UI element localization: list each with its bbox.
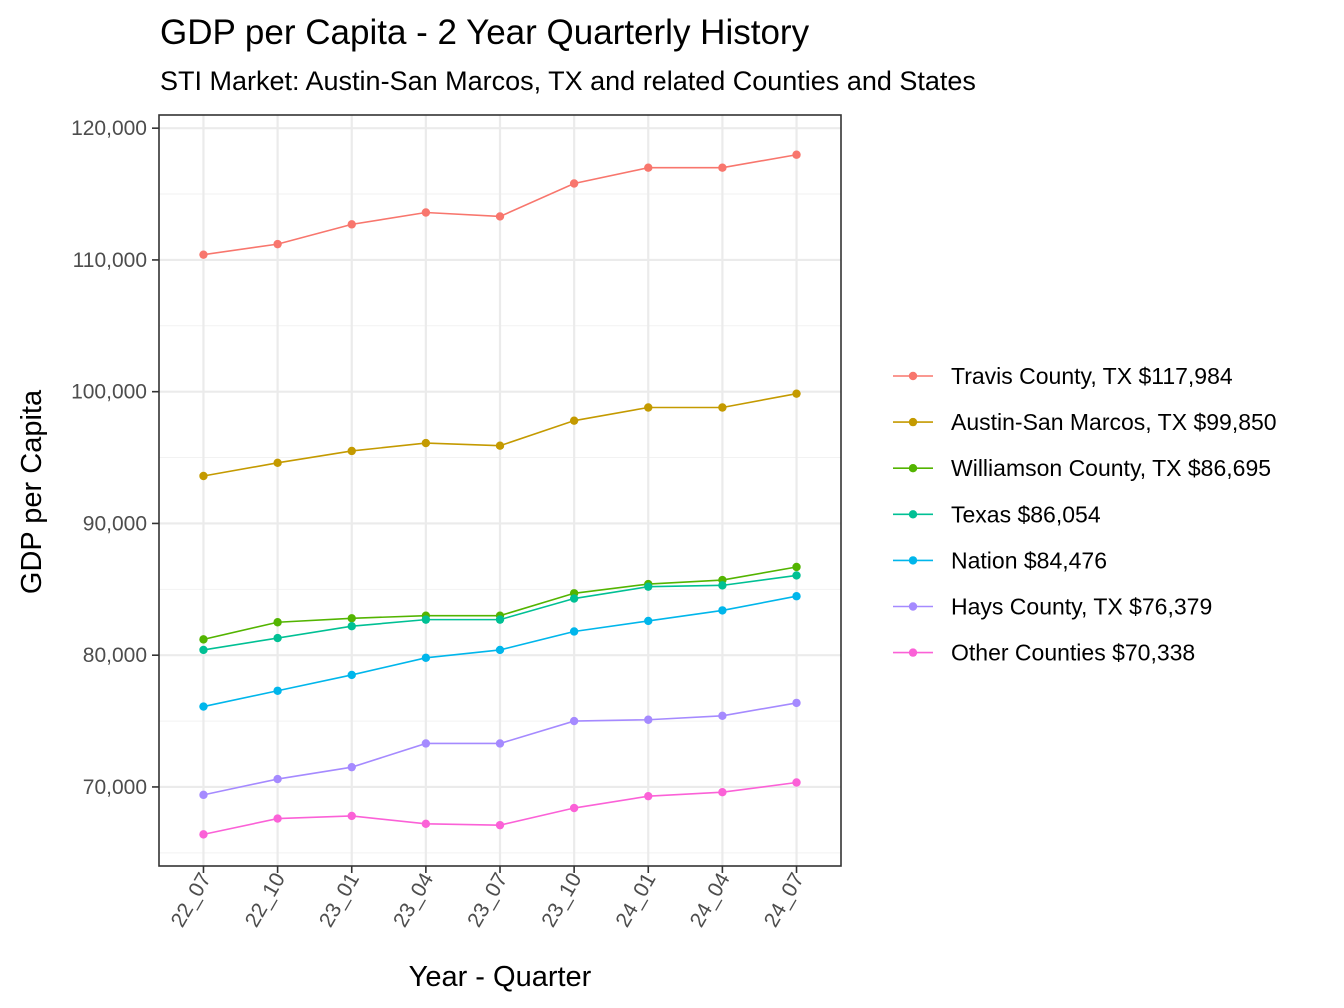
data-point xyxy=(495,739,505,748)
x-tick-label: 23_04 xyxy=(389,869,438,931)
legend-label: Nation $84,476 xyxy=(951,547,1107,573)
data-point xyxy=(347,670,356,680)
legend: Travis County, TX $117,984 Austin-San Mar… xyxy=(893,363,1277,666)
legend-key-point xyxy=(908,464,918,473)
y-tick-label: 90,000 xyxy=(83,512,147,535)
legend-label: Travis County, TX $117,984 xyxy=(951,363,1233,389)
data-point xyxy=(273,774,282,784)
data-point xyxy=(718,711,727,720)
data-point xyxy=(569,416,579,425)
legend-key-point xyxy=(908,371,918,381)
y-axis-title: GDP per Capita xyxy=(16,389,48,594)
data-point xyxy=(495,645,505,655)
legend-label: Austin-San Marcos, TX $99,850 xyxy=(951,409,1277,435)
data-point xyxy=(421,438,431,448)
legend-label: Williamson County, TX $86,695 xyxy=(951,455,1271,481)
x-tick-label: 22_07 xyxy=(167,869,216,931)
data-point xyxy=(792,778,801,787)
data-point xyxy=(718,403,727,412)
data-point xyxy=(792,592,801,601)
x-tick-label: 22_10 xyxy=(241,869,290,931)
data-point xyxy=(495,820,505,830)
data-point xyxy=(199,471,208,481)
data-point xyxy=(718,163,727,172)
data-point xyxy=(273,814,282,823)
x-tick-label: 23_07 xyxy=(463,869,512,931)
x-axis-title: Year - Quarter xyxy=(409,961,592,993)
y-tick-label: 70,000 xyxy=(83,776,147,799)
data-point xyxy=(199,702,208,711)
chart-title: GDP per Capita - 2 Year Quarterly Histor… xyxy=(160,13,810,52)
data-point xyxy=(495,441,505,450)
data-point xyxy=(199,830,208,839)
data-point xyxy=(199,645,208,655)
data-point xyxy=(347,446,356,456)
legend-key-point xyxy=(908,602,918,611)
data-point xyxy=(347,811,356,821)
data-point xyxy=(569,179,579,188)
data-point xyxy=(347,762,356,772)
data-point xyxy=(199,250,208,259)
x-tick-label: 24_04 xyxy=(686,869,735,931)
y-tick-label: 100,000 xyxy=(71,381,147,404)
plot-panel: 70,000 80,000 90,000 100,000 110,000 120,000 2… xyxy=(71,114,842,931)
data-point xyxy=(273,686,282,695)
y-tick-label: 120,000 xyxy=(71,117,147,140)
data-point xyxy=(421,653,431,663)
data-point xyxy=(421,739,431,748)
data-point xyxy=(644,582,653,591)
data-point xyxy=(569,803,579,813)
chart-subtitle: STI Market: Austin-San Marcos, TX and re… xyxy=(160,66,976,96)
data-point xyxy=(347,614,356,623)
data-point xyxy=(199,790,208,800)
data-point xyxy=(644,715,653,724)
data-point xyxy=(792,389,801,398)
data-point xyxy=(718,581,727,590)
data-point xyxy=(273,239,282,249)
legend-label: Other Counties $70,338 xyxy=(951,640,1195,666)
data-point xyxy=(199,635,208,644)
data-point xyxy=(569,716,579,726)
x-tick-label: 23_01 xyxy=(315,869,364,931)
data-point xyxy=(718,788,727,797)
data-point xyxy=(273,618,282,627)
data-point xyxy=(792,698,801,708)
data-point xyxy=(644,163,653,172)
data-point xyxy=(273,458,282,468)
data-point xyxy=(273,633,282,643)
data-point xyxy=(718,606,727,615)
data-point xyxy=(421,819,431,829)
y-tick-label: 80,000 xyxy=(83,644,147,667)
legend-key-point xyxy=(908,556,918,565)
data-point xyxy=(644,791,653,801)
data-point xyxy=(421,615,431,624)
data-point xyxy=(569,594,579,603)
data-point xyxy=(347,622,356,631)
data-point xyxy=(792,150,801,159)
data-point xyxy=(495,615,505,624)
data-point xyxy=(421,208,431,217)
data-point xyxy=(644,403,653,412)
legend-label: Hays County, TX $76,379 xyxy=(951,594,1212,620)
y-tick-label: 110,000 xyxy=(73,249,147,272)
data-point xyxy=(644,616,653,626)
data-point xyxy=(495,212,505,221)
x-tick-label: 24_07 xyxy=(760,869,809,931)
x-tick-label: 23_10 xyxy=(537,869,586,931)
legend-label: Texas $86,054 xyxy=(951,501,1101,527)
data-point xyxy=(792,562,801,572)
x-tick-label: 24_01 xyxy=(611,869,660,931)
data-point xyxy=(347,220,356,229)
legend-key-point xyxy=(908,510,918,519)
legend-key-point xyxy=(908,648,918,657)
legend-key-point xyxy=(908,417,918,427)
data-point xyxy=(569,627,579,636)
data-point xyxy=(792,571,801,580)
